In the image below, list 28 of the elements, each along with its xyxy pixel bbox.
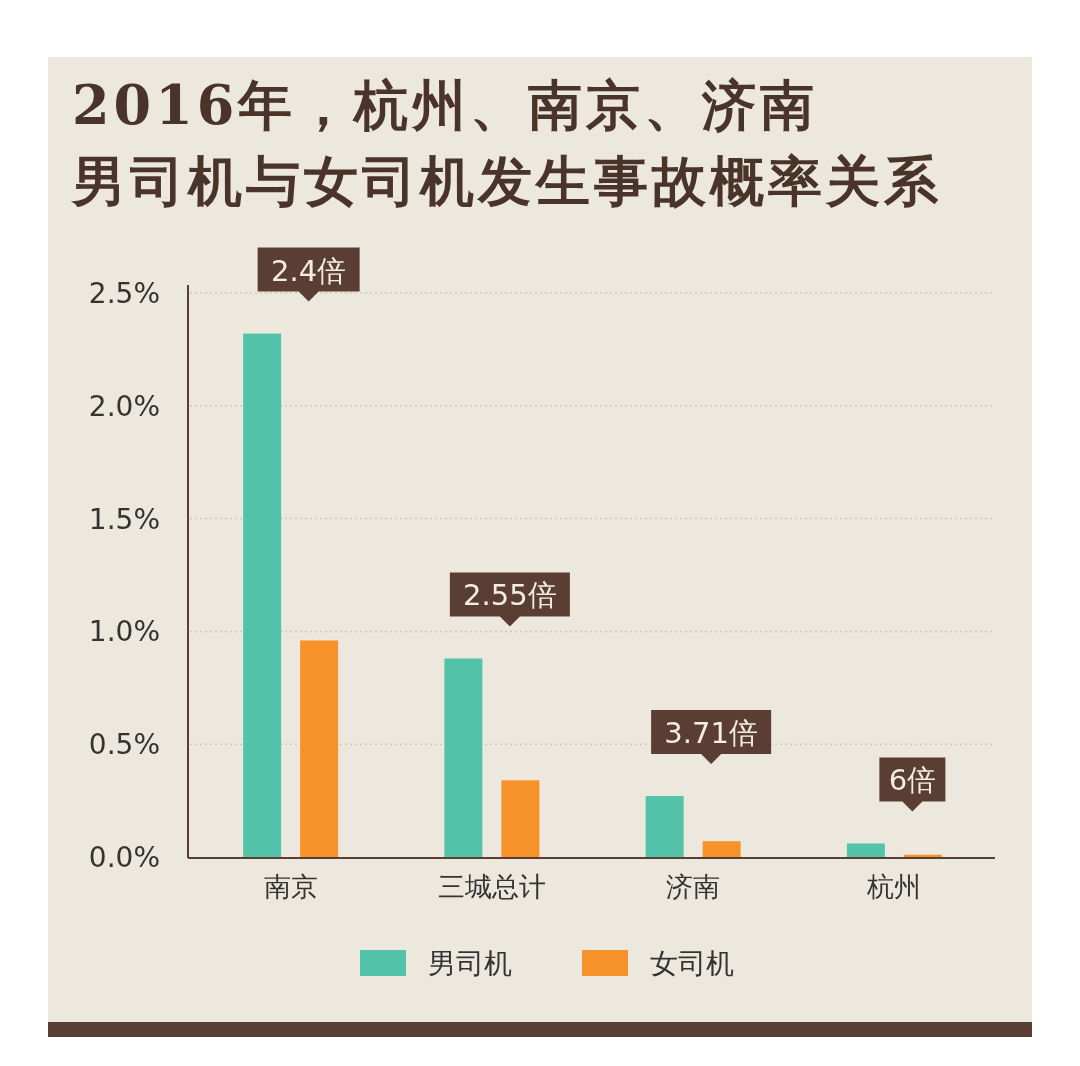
bar [243,333,282,857]
y-tick-label: 2.5% [88,277,160,310]
y-tick-label: 2.0% [88,389,160,423]
bar [300,640,339,857]
callout: 2.4倍 [257,247,360,302]
y-tick-label: 0.0% [88,841,160,874]
callout: 3.71倍 [651,710,772,765]
bar [444,658,483,857]
annotation: 3.71倍 [664,716,758,751]
x-tick-label: 杭州 [866,871,922,902]
bar [846,843,885,857]
annotation: 6倍 [888,763,937,798]
y-tick-label: 1.5% [88,502,160,536]
x-tick-label: 南京 [263,871,318,902]
annotation: 2.55倍 [463,578,557,613]
y-tick-label: 0.5% [88,728,160,762]
bar [645,796,684,857]
callout: 2.55倍 [449,572,570,627]
chart-title: 2016年，杭州、南京、济南 [72,73,819,137]
bar [702,841,741,857]
x-tick-label: 三城总计 [437,871,546,902]
legend-label: 男司机 [428,947,512,980]
bar [501,780,540,857]
x-tick-label: 济南 [666,871,721,902]
legend-label: 女司机 [650,947,734,980]
callout: 6倍 [879,757,946,812]
y-tick-label: 1.0% [88,615,160,649]
chart-subtitle: 男司机与女司机发生事故概率关系 [70,149,942,213]
